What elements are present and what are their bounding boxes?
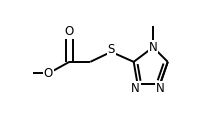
Text: N: N <box>131 82 140 95</box>
Text: O: O <box>44 67 53 80</box>
Text: O: O <box>65 25 74 38</box>
Text: N: N <box>156 82 164 95</box>
Text: N: N <box>149 41 158 54</box>
Text: S: S <box>108 43 115 56</box>
